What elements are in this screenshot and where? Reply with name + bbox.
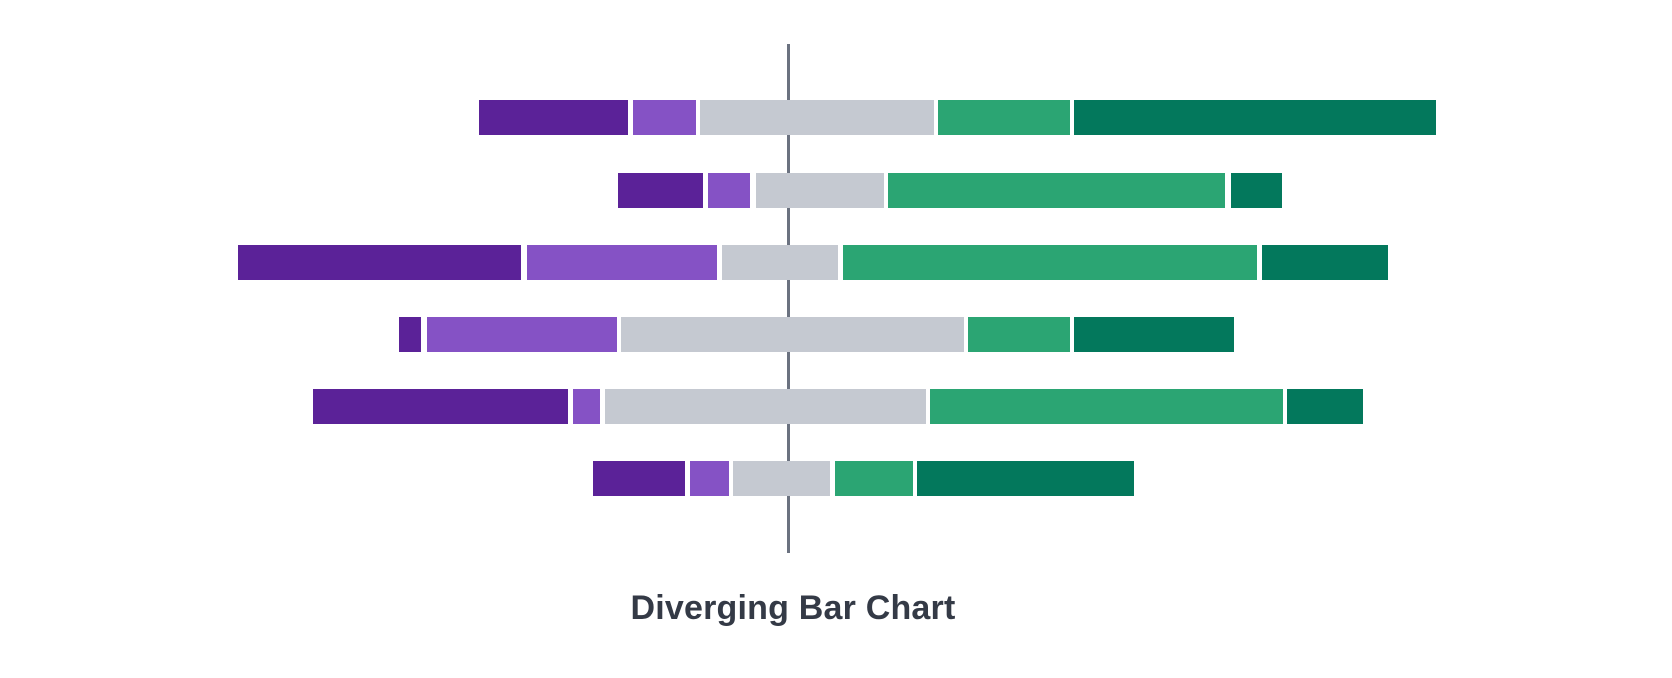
segment-light-purple <box>690 461 729 496</box>
segment-dark-green <box>917 461 1134 496</box>
segment-dark-purple <box>238 245 521 280</box>
segment-neutral-gray <box>605 389 926 424</box>
segment-dark-green <box>1074 317 1234 352</box>
segment-dark-purple <box>479 100 628 135</box>
segment-dark-green <box>1074 100 1436 135</box>
segment-medium-green <box>938 100 1070 135</box>
segment-medium-green <box>888 173 1225 208</box>
segment-neutral-gray <box>621 317 964 352</box>
segment-medium-green <box>835 461 913 496</box>
segment-dark-green <box>1287 389 1363 424</box>
segment-medium-green <box>968 317 1070 352</box>
segment-dark-purple <box>618 173 703 208</box>
center-axis-line <box>786 44 790 553</box>
segment-dark-purple <box>313 389 568 424</box>
segment-neutral-gray <box>722 245 838 280</box>
segment-medium-green <box>930 389 1283 424</box>
segment-neutral-gray <box>756 173 884 208</box>
segment-light-purple <box>573 389 600 424</box>
segment-medium-green <box>843 245 1257 280</box>
segment-light-purple <box>427 317 617 352</box>
segment-dark-purple <box>399 317 421 352</box>
chart-title: Diverging Bar Chart <box>630 589 956 627</box>
segment-dark-green <box>1231 173 1282 208</box>
segment-light-purple <box>633 100 696 135</box>
segment-dark-purple <box>593 461 685 496</box>
segment-neutral-gray <box>733 461 830 496</box>
segment-light-purple <box>708 173 750 208</box>
segment-neutral-gray <box>700 100 934 135</box>
segment-dark-green <box>1262 245 1388 280</box>
segment-light-purple <box>527 245 717 280</box>
